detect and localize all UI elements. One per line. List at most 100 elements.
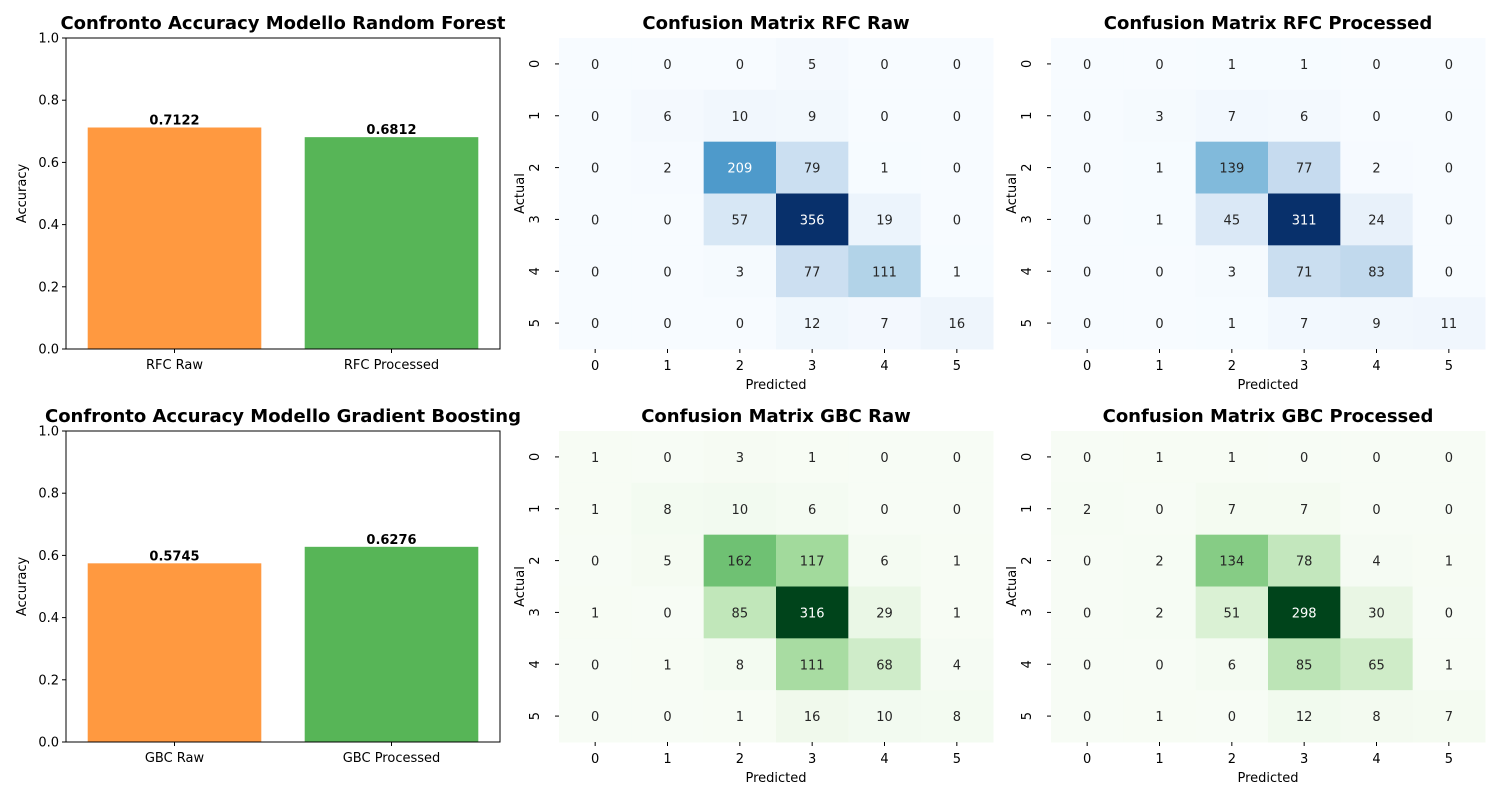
cell-value: 24 (1368, 213, 1385, 228)
x-tick-label: RFC Raw (146, 358, 203, 373)
cell-value: 1 (1445, 658, 1453, 673)
x-tick-label: 4 (880, 752, 888, 767)
cell-value: 77 (804, 265, 821, 280)
cell-value: 83 (1368, 265, 1385, 280)
cell-value: 316 (800, 606, 825, 621)
heatmap-cell (1340, 193, 1414, 246)
heatmap-cell (1268, 638, 1341, 691)
heatmap-cell (703, 482, 777, 536)
heatmap-cell (1340, 89, 1414, 143)
cell-value: 8 (736, 658, 744, 673)
cell-value: 0 (1083, 317, 1091, 332)
cell-value: 0 (1445, 162, 1453, 177)
cell-value: 0 (1083, 213, 1091, 228)
cell-value: 0 (1155, 658, 1163, 673)
y-tick-label: 1.0 (38, 425, 59, 440)
heatmap-cell (1195, 141, 1269, 194)
y-tick-label: 2 (1020, 556, 1035, 564)
bar-value-label: 0.6812 (366, 123, 416, 138)
x-tick-label: 1 (663, 359, 671, 374)
heatmap-cell (848, 534, 922, 587)
y-tick-label: 0 (528, 60, 543, 68)
cell-value: 6 (1228, 658, 1236, 673)
cell-value: 0 (591, 317, 599, 332)
heatmap-cell (631, 482, 705, 536)
x-tick-label: RFC Processed (344, 358, 439, 373)
y-tick-label: 5 (528, 712, 543, 720)
heatmap-cell (703, 431, 777, 484)
cell-value: 0 (1228, 710, 1236, 725)
heatmap-cell (1268, 431, 1341, 484)
y-tick-label: 1 (1020, 112, 1035, 120)
y-tick-label: 5 (1020, 712, 1035, 720)
heatmap-cell (1412, 89, 1486, 143)
cell-value: 0 (591, 658, 599, 673)
y-tick-label: 0.0 (38, 736, 59, 751)
y-tick-label: 0.6 (38, 156, 59, 171)
heatmap-cell (1268, 89, 1341, 143)
heatmap-cell (559, 297, 632, 350)
cell-value: 0 (1083, 110, 1091, 125)
heatmap-cell (1051, 638, 1124, 691)
x-tick-label: 4 (1372, 752, 1380, 767)
cell-value: 111 (800, 658, 825, 673)
cell-value: 1 (1228, 451, 1236, 466)
cell-value: 0 (953, 213, 961, 228)
cell-value: 0 (1372, 503, 1380, 518)
heatmap-cell (776, 245, 849, 298)
cell-value: 0 (880, 451, 888, 466)
heatmap-cell (776, 690, 849, 743)
heatmap-cell (920, 638, 994, 691)
y-tick-label: 1 (528, 505, 543, 513)
heatmap-cell (1123, 141, 1197, 194)
cell-value: 0 (591, 110, 599, 125)
heatmap-cell (631, 89, 705, 143)
cell-value: 2 (1372, 162, 1380, 177)
cell-value: 51 (1224, 606, 1241, 621)
heatmap-cell (848, 89, 922, 143)
cell-value: 4 (1372, 555, 1380, 570)
heatmap-cell (703, 38, 777, 91)
x-tick-label: 4 (880, 359, 888, 374)
cell-value: 85 (732, 606, 749, 621)
heatmap-cell (848, 193, 922, 246)
y-tick-label: 5 (528, 319, 543, 327)
y-tick-label: 0.4 (38, 611, 59, 626)
chart-title: Confusion Matrix GBC Raw (641, 406, 911, 427)
cell-value: 0 (1372, 110, 1380, 125)
heatmap-cell (920, 141, 994, 194)
heatmap-cell (1195, 245, 1269, 298)
cell-value: 1 (808, 451, 816, 466)
heatmap-cell (1195, 193, 1269, 246)
heatmap-cell (559, 89, 632, 143)
heatmap-cell (1195, 638, 1269, 691)
y-tick-label: 4 (1020, 660, 1035, 668)
heatmap-cell (1268, 690, 1341, 743)
chart-title: Confusion Matrix RFC Processed (1104, 13, 1432, 34)
heatmap-cell (631, 245, 705, 298)
cell-value: 0 (953, 162, 961, 177)
x-tick-label: 2 (736, 359, 744, 374)
cell-value: 11 (1441, 317, 1458, 332)
cell-value: 10 (732, 503, 749, 518)
cell-value: 0 (591, 710, 599, 725)
heatmap-cell (1340, 482, 1414, 536)
cell-value: 0 (953, 110, 961, 125)
cell-value: 3 (736, 451, 744, 466)
heatmap-cell (1340, 586, 1414, 639)
cell-value: 85 (1296, 658, 1313, 673)
cell-value: 0 (1155, 265, 1163, 280)
x-tick-label: 3 (1300, 359, 1308, 374)
cell-value: 0 (1155, 58, 1163, 73)
cell-value: 6 (880, 555, 888, 570)
cell-value: 1 (1228, 317, 1236, 332)
x-tick-label: 0 (591, 359, 599, 374)
cell-value: 4 (953, 658, 961, 673)
cell-value: 0 (1083, 555, 1091, 570)
heatmap-cell (1123, 297, 1197, 350)
cell-value: 3 (736, 265, 744, 280)
cell-value: 78 (1296, 555, 1313, 570)
heatmap-cell (920, 89, 994, 143)
cell-value: 65 (1368, 658, 1385, 673)
